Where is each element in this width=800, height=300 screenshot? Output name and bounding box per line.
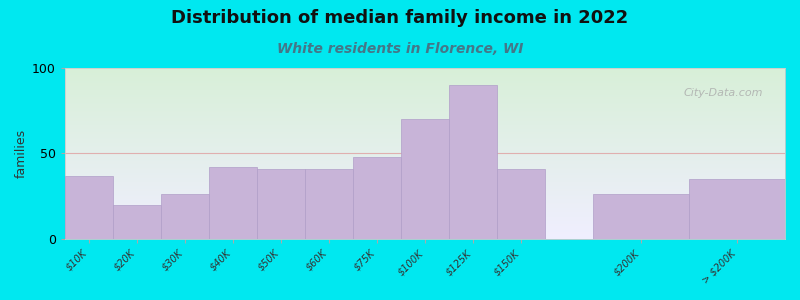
Text: White residents in Florence, WI: White residents in Florence, WI	[277, 42, 523, 56]
Bar	[689, 179, 785, 239]
Bar	[65, 176, 113, 239]
Bar	[257, 169, 305, 239]
Text: Distribution of median family income in 2022: Distribution of median family income in …	[171, 9, 629, 27]
Bar	[593, 194, 689, 239]
Bar	[353, 157, 401, 239]
Bar	[401, 119, 449, 239]
Y-axis label: families: families	[15, 129, 28, 178]
Bar	[305, 169, 353, 239]
Text: City-Data.com: City-Data.com	[684, 88, 763, 98]
Bar	[161, 194, 209, 239]
Bar	[497, 169, 545, 239]
Bar	[113, 205, 161, 239]
Bar	[209, 167, 257, 239]
Bar	[449, 85, 497, 239]
